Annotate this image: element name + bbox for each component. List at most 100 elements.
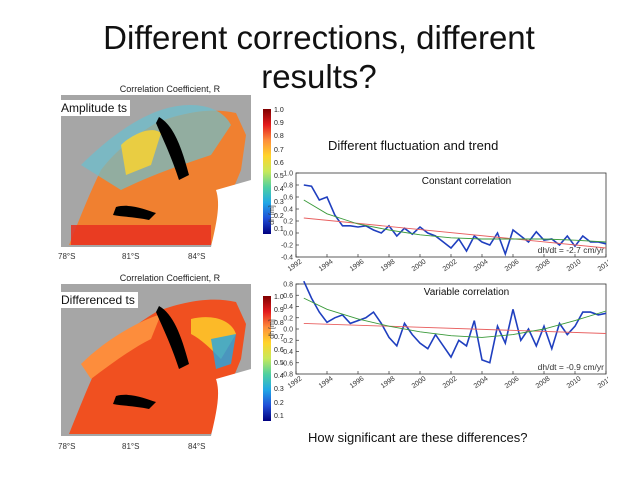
colorbar-tick: 0.8 <box>274 320 284 328</box>
map-ocean <box>211 180 251 247</box>
y-tick-label: 0.4 <box>283 304 293 311</box>
colorbar-tick: 0.3 <box>274 199 284 207</box>
map-region-red <box>71 225 211 245</box>
colorbar-tick: 0.1 <box>274 412 284 420</box>
colorbar-tick: 0.4 <box>274 373 284 381</box>
map-image <box>61 284 251 436</box>
map-image <box>61 95 251 247</box>
x-tick-label: 2008 <box>535 375 552 390</box>
y-tick-label: -0.4 <box>281 349 293 356</box>
x-tick-label: 1998 <box>380 375 397 390</box>
series-line-dh <box>303 184 607 257</box>
map-ocean <box>211 369 251 436</box>
colorbar <box>263 109 271 234</box>
y-tick-label: 1.0 <box>283 171 293 178</box>
y-tick-label: 0.0 <box>283 327 293 334</box>
y-tick-label: -0.6 <box>281 360 293 367</box>
y-tick-label: 0.6 <box>283 195 293 202</box>
y-axis-label: dh [m] <box>269 319 276 339</box>
question-text: How significant are these differences? <box>308 430 528 445</box>
y-tick-label: -0.2 <box>281 243 293 250</box>
colorbar-tick: 0.1 <box>274 225 284 233</box>
chart-annotation: Variable correlation <box>424 287 509 298</box>
colorbar-tick: 0.4 <box>274 186 284 194</box>
correlation-map-svg <box>69 105 251 247</box>
x-tick-label: 2000 <box>411 375 428 390</box>
y-tick-label: -0.2 <box>281 338 293 345</box>
subtitle: Different fluctuation and trend <box>328 138 499 153</box>
map-island <box>113 394 156 409</box>
map-panel-bottom: Correlation Coefficient, R Differenced t… <box>28 273 284 456</box>
x-tick-label: 2010 <box>566 375 583 390</box>
correlation-map-svg <box>69 299 251 436</box>
colorbar-tick: 0.7 <box>274 146 284 154</box>
lat-label: 78°S <box>58 252 76 261</box>
colorbar-tick: 0.6 <box>274 346 284 354</box>
map-region-orange <box>81 314 161 379</box>
map-label-differenced: Differenced ts <box>58 292 138 308</box>
map-mountains <box>156 306 189 369</box>
smooth-fit-line <box>303 297 607 338</box>
slide-title: Different corrections, different results… <box>0 18 638 96</box>
colorbar-tick: 0.8 <box>274 133 284 141</box>
colorbar-ticks: 1.0 0.9 0.8 0.7 0.6 0.5 0.4 0.3 0.2 0.1 <box>274 294 284 426</box>
colorbar-tick: 1.0 <box>274 107 284 114</box>
series-line-dh <box>303 280 607 364</box>
lat-label: 78°S <box>58 442 76 451</box>
y-tick-label: 0.2 <box>283 219 293 226</box>
x-tick-label: 2008 <box>535 258 552 273</box>
colorbar-tick: 0.5 <box>274 172 284 180</box>
x-tick-label: 2006 <box>504 258 521 273</box>
map-mountains <box>156 117 189 180</box>
x-tick-label: 2004 <box>473 375 490 390</box>
lat-label: 81°S <box>122 442 140 451</box>
x-tick-label: 2002 <box>442 258 459 273</box>
colorbar-tick: 0.6 <box>274 159 284 167</box>
y-tick-label: 0.2 <box>283 315 293 322</box>
map-island <box>113 205 156 220</box>
x-tick-label: 2006 <box>504 375 521 390</box>
colorbar-tick: 0.9 <box>274 120 284 128</box>
trend-label: dh/dt = -0.9 cm/yr <box>538 362 605 372</box>
map-region-blue <box>211 334 236 369</box>
colorbar-tick: 0.7 <box>274 333 284 341</box>
trend-label: dh/dt = -2.7 cm/yr <box>538 245 605 255</box>
lat-label: 84°S <box>188 252 206 261</box>
y-tick-label: -0.8 <box>281 372 293 379</box>
colorbar-tick: 0.2 <box>274 399 284 407</box>
x-tick-label: 2010 <box>566 258 583 273</box>
y-tick-label: 0.8 <box>283 183 293 190</box>
colorbar-tick: 0.9 <box>274 307 284 315</box>
x-tick-label: 1996 <box>349 258 366 273</box>
colorbar-tick: 0.3 <box>274 386 284 394</box>
x-tick-label: 1998 <box>380 258 397 273</box>
colorbar-tick: 0.5 <box>274 359 284 367</box>
y-tick-label: 0.6 <box>283 293 293 300</box>
colorbar-tick: 1.0 <box>274 294 284 301</box>
x-tick-label: 2000 <box>411 258 428 273</box>
y-tick-label: 0.0 <box>283 231 293 238</box>
x-tick-label: 1994 <box>318 258 335 273</box>
lat-label: 81°S <box>122 252 140 261</box>
y-tick-label: -0.4 <box>281 255 293 262</box>
map-label-amplitude: Amplitude ts <box>58 100 131 116</box>
x-tick-label: 2004 <box>473 258 490 273</box>
trend-line <box>303 322 607 334</box>
slide-title-line2: results? <box>261 58 377 95</box>
map-panel-top: Correlation Coefficient, R Amplitude ts … <box>28 84 284 270</box>
x-tick-label: 2012 <box>597 258 608 273</box>
lat-label: 84°S <box>188 442 206 451</box>
x-tick-label: 1996 <box>349 375 366 390</box>
colorbar <box>263 296 271 421</box>
map-title: Correlation Coefficient, R <box>119 273 221 283</box>
colorbar-tick: 0.2 <box>274 212 284 220</box>
map-title: Correlation Coefficient, R <box>119 84 221 94</box>
y-axis-label: dh [m] <box>269 205 276 225</box>
x-tick-label: 2012 <box>597 375 608 390</box>
x-tick-label: 2002 <box>442 375 459 390</box>
colorbar-ticks: 1.0 0.9 0.8 0.7 0.6 0.5 0.4 0.3 0.2 0.1 <box>274 107 284 239</box>
map-region-yellow <box>121 130 161 175</box>
smooth-fit-line <box>303 199 607 243</box>
